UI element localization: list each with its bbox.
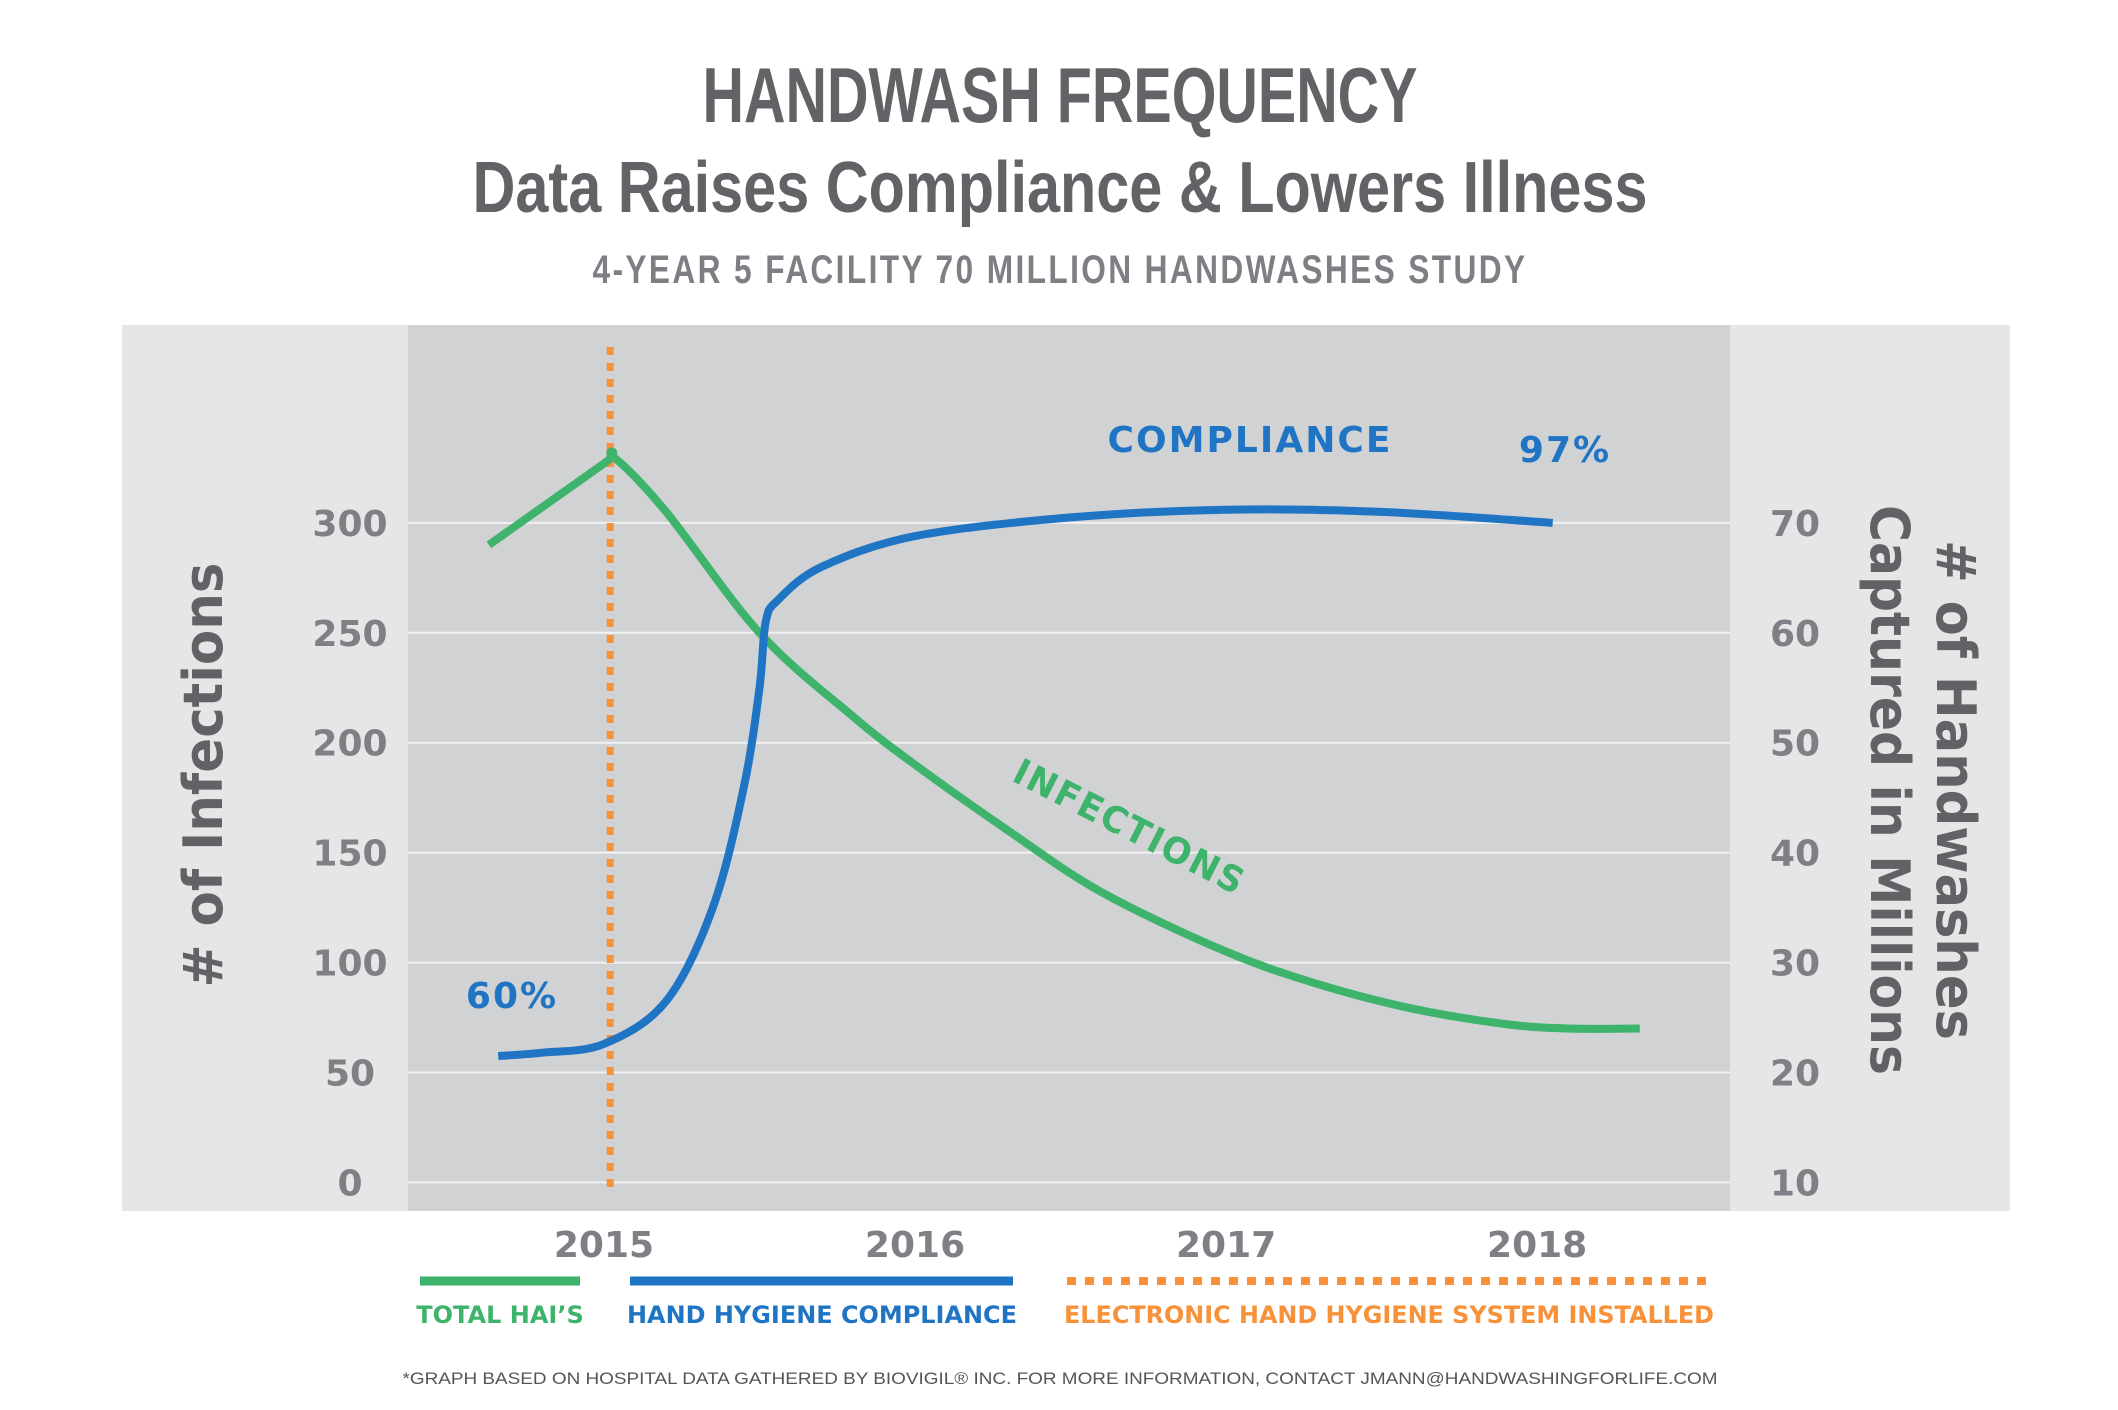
chart-title: HANDWASH FREQUENCY: [703, 51, 1418, 139]
study-label: 4-YEAR 5 FACILITY 70 MILLION HANDWASHES …: [593, 248, 1528, 292]
compliance-annotation: COMPLIANCE: [1108, 420, 1393, 461]
right-axis-label-line2: Captured in Millions: [1858, 505, 1921, 1075]
compliance-series-line: [497, 505, 1553, 1060]
right-tick-label: 30: [1770, 944, 1820, 985]
right-tick-label: 40: [1770, 834, 1820, 875]
left-axis-ticks: 0 50 100 150 200 250 300: [312, 504, 387, 1205]
right-tick-label: 10: [1770, 1163, 1820, 1204]
left-axis-label: # of Infections: [172, 563, 235, 988]
right-tick-label: 70: [1770, 504, 1820, 545]
right-axis-label-line1: # of Handwashes: [1924, 540, 1987, 1040]
infections-series-line: [486, 447, 1640, 1033]
legend-label-event: ELECTRONIC HAND HYGIENE SYSTEM INSTALLED: [1064, 1301, 1714, 1329]
left-tick-label: 100: [312, 944, 387, 985]
series-lines: [486, 347, 1640, 1190]
left-tick-label: 300: [312, 504, 387, 545]
right-tick-label: 60: [1770, 614, 1820, 655]
compliance-end-label: 97%: [1519, 430, 1611, 471]
x-tick-label: 2016: [865, 1225, 965, 1266]
chart-subtitle: Data Raises Compliance & Lowers Illness: [473, 148, 1648, 228]
right-axis-ticks: 10 20 30 40 50 60 70: [1770, 504, 1820, 1205]
left-tick-label: 250: [312, 614, 387, 655]
right-tick-label: 20: [1770, 1053, 1820, 1094]
x-axis-ticks: 2015 2016 2017 2018: [554, 1225, 1587, 1266]
left-tick-label: 200: [312, 724, 387, 765]
compliance-start-label: 60%: [466, 976, 558, 1017]
legend-label-hai: TOTAL HAI’S: [416, 1301, 584, 1329]
x-tick-label: 2017: [1176, 1225, 1276, 1266]
left-tick-label: 50: [325, 1053, 375, 1094]
footnote: *GRAPH BASED ON HOSPITAL DATA GATHERED B…: [403, 1369, 1718, 1388]
x-tick-label: 2015: [554, 1225, 654, 1266]
right-tick-label: 50: [1770, 724, 1820, 765]
x-tick-label: 2018: [1487, 1225, 1587, 1266]
left-tick-label: 150: [312, 834, 387, 875]
legend-label-compliance: HAND HYGIENE COMPLIANCE: [627, 1301, 1017, 1329]
left-tick-label: 0: [337, 1163, 362, 1204]
